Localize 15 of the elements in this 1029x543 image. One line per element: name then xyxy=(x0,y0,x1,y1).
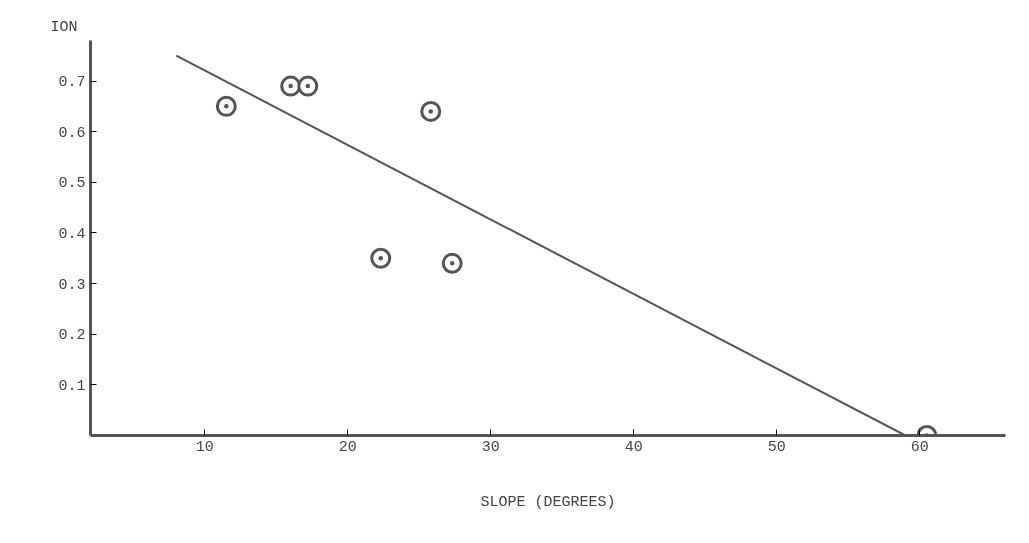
y-tick-label: 0.4 xyxy=(58,225,86,243)
x-tick-label: 10 xyxy=(195,438,214,456)
x-tick-label: 30 xyxy=(481,438,500,456)
y-tick-label: 0.3 xyxy=(58,276,86,294)
x-axis-title: SLOPE (DEGREES) xyxy=(480,493,616,511)
x-tick-label: 20 xyxy=(338,438,357,456)
y-axis-title: ION xyxy=(50,18,78,36)
y-tick-label: 0.2 xyxy=(58,327,86,345)
y-tick-label: 0.7 xyxy=(58,74,86,92)
x-tick-label: 50 xyxy=(767,438,786,456)
y-tick-label: 0.6 xyxy=(58,124,86,142)
x-tick-label: 60 xyxy=(910,438,929,456)
x-tick-label: 40 xyxy=(624,438,643,456)
y-tick-label: 0.5 xyxy=(58,175,86,193)
y-tick-label: 0.1 xyxy=(58,377,86,395)
